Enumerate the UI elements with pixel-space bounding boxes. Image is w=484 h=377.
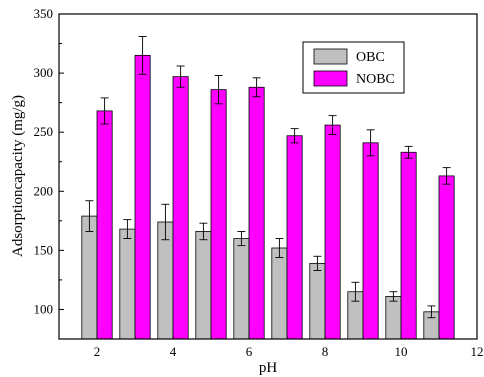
errorbar-obc-9 bbox=[427, 305, 436, 319]
errorbar-obc-8 bbox=[389, 291, 398, 302]
errorbar-nobc-3 bbox=[214, 75, 223, 105]
legend-label-obc: OBC bbox=[356, 50, 385, 65]
y-tick-label-300: 300 bbox=[34, 65, 54, 80]
errorbar-obc-5 bbox=[275, 238, 284, 258]
x-tick-label-10: 10 bbox=[395, 344, 408, 359]
plot-frame bbox=[58, 13, 478, 340]
x-tick-label-6: 6 bbox=[246, 344, 253, 359]
errorbar-nobc-2 bbox=[176, 65, 185, 88]
errorbars-layer bbox=[85, 36, 451, 319]
errorbar-obc-0 bbox=[85, 200, 94, 232]
errorbar-nobc-0 bbox=[100, 97, 109, 125]
bar-obc-1 bbox=[119, 228, 136, 340]
bar-nobc-6 bbox=[324, 124, 341, 340]
bar-obc-3 bbox=[195, 231, 212, 340]
legend-swatch-nobc bbox=[313, 70, 348, 87]
x-tick-label-2: 2 bbox=[94, 344, 101, 359]
bar-obc-6 bbox=[309, 262, 326, 340]
bar-nobc-0 bbox=[96, 110, 113, 340]
errorbar-nobc-9 bbox=[442, 167, 451, 185]
legend: OBC NOBC bbox=[302, 41, 405, 94]
errorbar-nobc-6 bbox=[328, 115, 337, 135]
y-tick-label-100: 100 bbox=[34, 301, 54, 316]
legend-swatch-obc bbox=[313, 48, 348, 65]
errorbar-nobc-1 bbox=[138, 36, 147, 75]
bar-obc-4 bbox=[233, 238, 250, 340]
errorbar-nobc-5 bbox=[290, 128, 299, 144]
bar-obc-0 bbox=[81, 215, 98, 340]
y-tick-label-150: 150 bbox=[34, 242, 54, 257]
bars-layer bbox=[81, 54, 455, 340]
bar-nobc-9 bbox=[438, 175, 455, 340]
bar-nobc-8 bbox=[400, 151, 417, 340]
errorbar-nobc-4 bbox=[252, 77, 261, 98]
axes-layer: 100 150 200 250 300 350 2 4 6 8 10 12 bbox=[34, 6, 484, 359]
x-tick-label-8: 8 bbox=[322, 344, 329, 359]
bar-nobc-2 bbox=[172, 76, 189, 340]
errorbar-obc-1 bbox=[123, 219, 132, 239]
bar-obc-8 bbox=[385, 296, 402, 340]
errorbar-obc-7 bbox=[351, 281, 360, 302]
errorbar-obc-3 bbox=[199, 222, 208, 241]
y-axis-title: Adsorptioncapacity (mg/g) bbox=[10, 95, 26, 257]
y-tick-label-200: 200 bbox=[34, 183, 54, 198]
errorbar-obc-6 bbox=[313, 255, 322, 271]
x-tick-label-4: 4 bbox=[170, 344, 177, 359]
x-tick-label-12: 12 bbox=[471, 344, 484, 359]
bar-nobc-4 bbox=[248, 86, 265, 340]
x-axis-title: pH bbox=[259, 360, 278, 376]
bar-nobc-5 bbox=[286, 135, 303, 340]
legend-label-nobc: NOBC bbox=[356, 72, 395, 87]
bar-obc-5 bbox=[271, 247, 288, 340]
bar-nobc-3 bbox=[210, 89, 227, 340]
bar-nobc-7 bbox=[362, 142, 379, 340]
errorbar-nobc-7 bbox=[366, 129, 375, 157]
y-tick-label-350: 350 bbox=[34, 6, 54, 21]
errorbar-nobc-8 bbox=[404, 145, 413, 159]
bar-nobc-1 bbox=[134, 54, 151, 340]
errorbar-obc-4 bbox=[237, 231, 246, 247]
y-tick-label-250: 250 bbox=[34, 124, 54, 139]
errorbar-obc-2 bbox=[161, 203, 170, 241]
